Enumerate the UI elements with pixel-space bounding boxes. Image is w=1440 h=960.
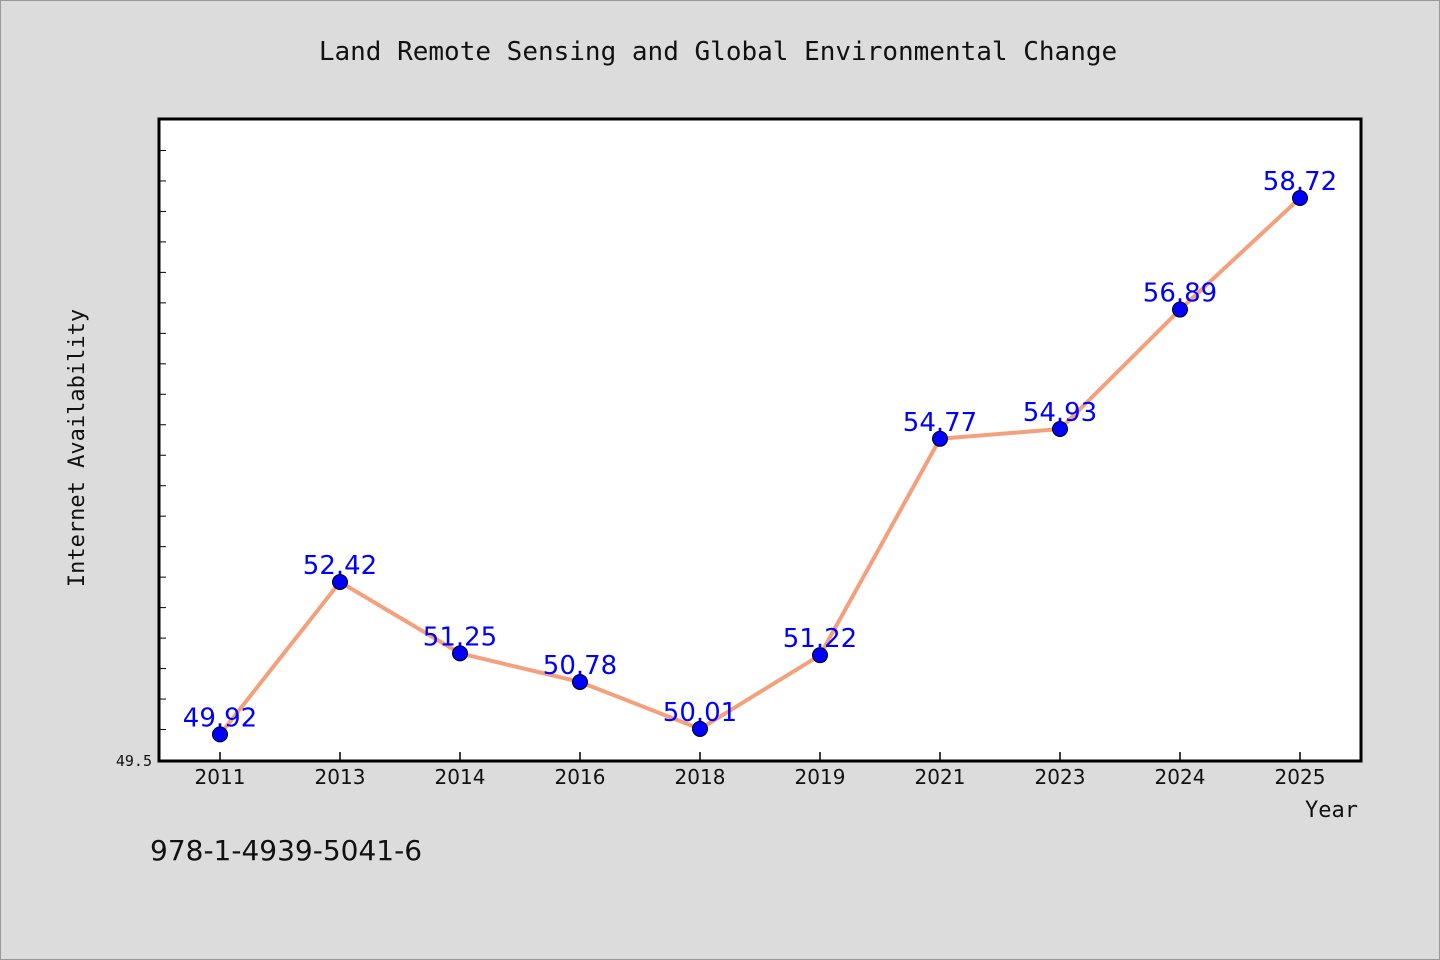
data-label: 49.92 — [183, 703, 257, 733]
data-points — [212, 190, 1308, 743]
y-axis-label: Internet Availability — [65, 309, 90, 587]
data-point — [452, 645, 468, 662]
x-tick-label: 2025 — [1275, 765, 1326, 789]
x-tick-label: 2021 — [915, 765, 966, 789]
x-axis-ticks — [219, 752, 1301, 760]
x-tick-label: 2013 — [315, 765, 366, 789]
data-label: 50.78 — [543, 651, 617, 681]
data-point — [1172, 301, 1188, 318]
data-point — [572, 673, 588, 690]
data-point — [1292, 190, 1308, 207]
x-tick-label: 2014 — [435, 765, 486, 789]
x-axis-tick-labels: 2011 2013 2014 2016 2018 2019 2021 2023 2024 2025 — [195, 765, 1326, 789]
isbn-text: 978-1-4939-5041-6 — [150, 834, 423, 867]
plot-area — [157, 117, 1363, 763]
data-point — [692, 720, 708, 737]
data-point — [332, 574, 348, 591]
data-label: 50.01 — [663, 698, 737, 728]
x-axis-label: Year — [1305, 798, 1358, 823]
x-tick-label: 2018 — [675, 765, 726, 789]
data-label: 54.77 — [903, 408, 977, 438]
data-point — [932, 430, 948, 447]
data-point — [1052, 421, 1068, 438]
data-labels: 49.92 52.42 51.25 50.78 50.01 51.22 54.77 54.93… — [183, 167, 1337, 733]
data-point — [212, 726, 228, 743]
data-label: 51.22 — [783, 624, 857, 654]
y-axis-minor-ticks — [160, 119, 166, 761]
data-label: 52.42 — [303, 551, 377, 581]
x-tick-label: 2024 — [1155, 765, 1206, 789]
chart-title: Land Remote Sensing and Global Environme… — [319, 37, 1117, 67]
data-label: 56.89 — [1143, 279, 1217, 309]
data-point — [812, 647, 828, 664]
x-tick-label: 2016 — [555, 765, 606, 789]
x-tick-label: 2023 — [1035, 765, 1086, 789]
x-tick-label: 2019 — [795, 765, 846, 789]
data-label: 51.25 — [423, 622, 497, 652]
data-label: 58.72 — [1263, 167, 1337, 197]
series-line — [218, 196, 1302, 737]
y-tick-label: 49.5 — [116, 752, 152, 770]
x-tick-label: 2011 — [195, 765, 246, 789]
data-label: 54.93 — [1023, 398, 1097, 428]
